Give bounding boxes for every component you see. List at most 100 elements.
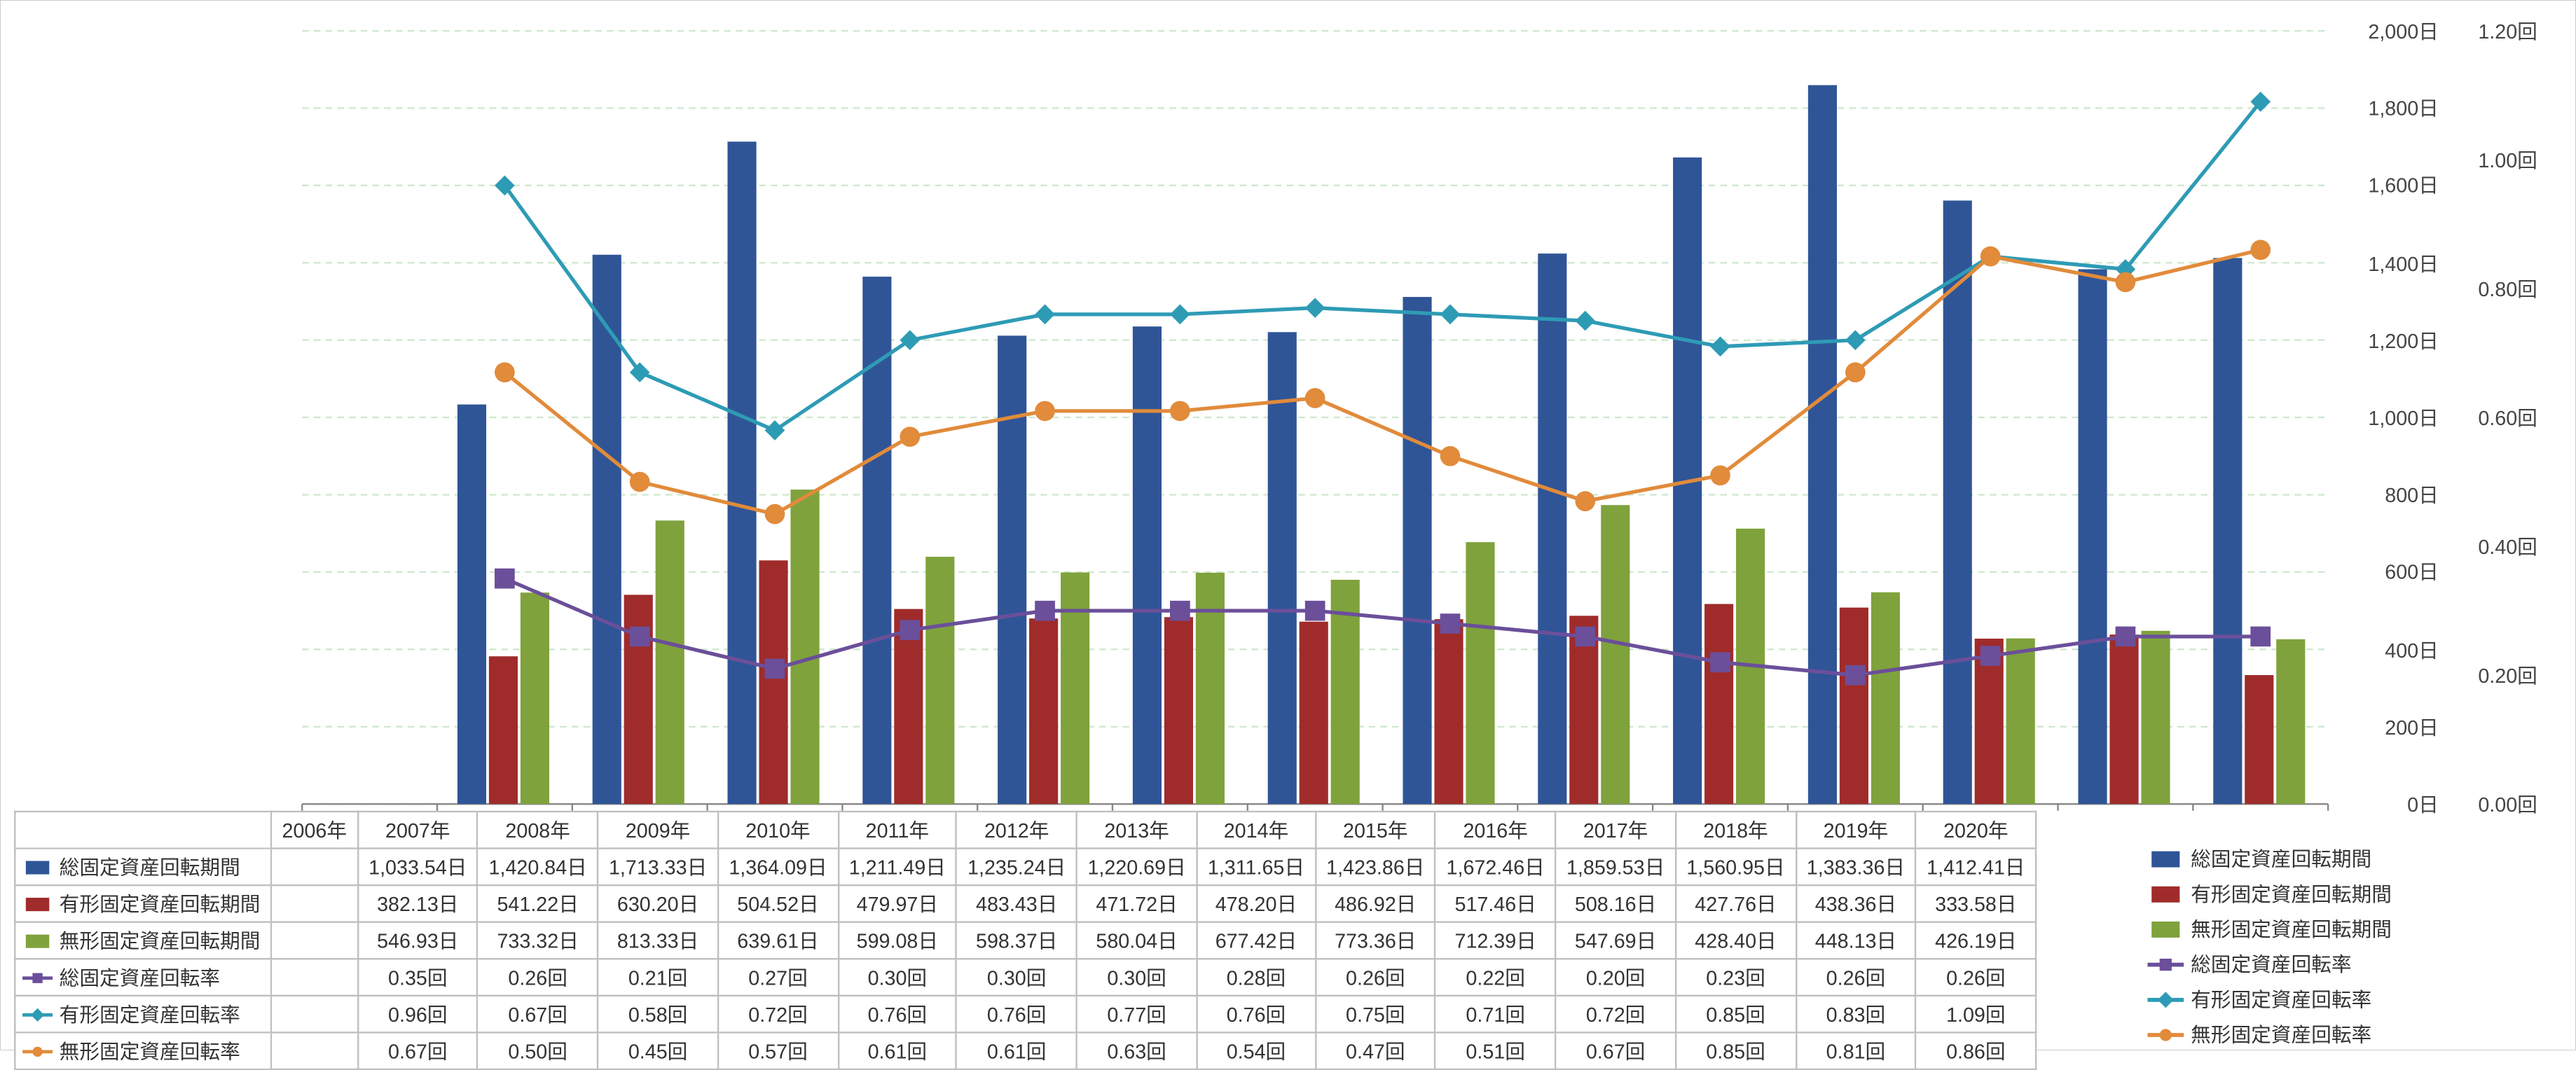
- data-cell: 1,383.36日: [1796, 849, 1915, 886]
- bar-b2: [1300, 622, 1328, 804]
- legend-label: 総固定資産回転期間: [2191, 845, 2371, 873]
- data-cell: 0.23回: [1676, 959, 1796, 996]
- data-cell: 0.26回: [1916, 959, 2036, 996]
- legend-item: 有形固定資産回転率: [2147, 985, 2392, 1013]
- data-cell: 0.26回: [1316, 959, 1435, 996]
- bar-b1: [727, 141, 756, 804]
- data-cell: [271, 922, 358, 959]
- data-cell: 0.72回: [718, 996, 838, 1033]
- data-cell: 0.83回: [1796, 996, 1915, 1033]
- year-header: 2011年: [838, 812, 956, 849]
- data-cell: 1,220.69日: [1077, 849, 1197, 886]
- data-cell: 382.13日: [358, 885, 478, 922]
- y-right-tick-label: 0.80回: [2478, 275, 2537, 303]
- bar-b2: [1704, 604, 1733, 805]
- data-cell: 0.58回: [598, 996, 717, 1033]
- data-cell: 1.09回: [1916, 996, 2036, 1033]
- bar-b3: [2006, 639, 2035, 805]
- data-cell: 0.51回: [1435, 1032, 1555, 1069]
- bar-b1: [1538, 253, 1566, 804]
- year-header: 2015年: [1316, 812, 1435, 849]
- series-row-header: 有形固定資産回転期間: [15, 885, 271, 922]
- data-cell: 0.72回: [1555, 996, 1675, 1033]
- bar-swatch-icon: [22, 859, 53, 875]
- line-marker-icon: [22, 969, 53, 986]
- table-corner: [15, 812, 271, 849]
- legend-item: 有形固定資産回転期間: [2147, 880, 2392, 908]
- y-axis-turns-labels: 0.00回0.20回0.40回0.60回0.80回1.00回1.20回: [2445, 1, 2537, 804]
- bar-b2: [1164, 617, 1193, 804]
- data-cell: 428.40日: [1676, 922, 1796, 959]
- data-cell: 0.47回: [1316, 1032, 1435, 1069]
- legend-item: 無形固定資産回転率: [2147, 1020, 2392, 1049]
- series-name-label: 有形固定資産回転率: [60, 1003, 240, 1027]
- data-cell: 0.26回: [1796, 959, 1915, 996]
- data-cell: 547.69日: [1555, 922, 1675, 959]
- data-cell: 1,423.86日: [1316, 849, 1435, 886]
- data-cell: 504.52日: [718, 885, 838, 922]
- bar-b2: [759, 560, 787, 804]
- bar-b3: [1061, 572, 1089, 804]
- data-cell: 0.77回: [1077, 996, 1197, 1033]
- bar-b1: [593, 255, 621, 804]
- bar-b2: [1434, 619, 1463, 804]
- data-cell: 448.13日: [1796, 922, 1915, 959]
- legend-label: 有形固定資産回転期間: [2191, 880, 2392, 908]
- series-row-header: 無形固定資産回転期間: [15, 922, 271, 959]
- data-cell: 1,560.95日: [1676, 849, 1796, 886]
- series-name-label: 無形固定資産回転期間: [60, 929, 261, 952]
- data-cell: 580.04日: [1077, 922, 1197, 959]
- bar-b1: [1403, 297, 1431, 804]
- data-cell: 0.96回: [358, 996, 478, 1033]
- data-cell: 0.30回: [1077, 959, 1197, 996]
- y-right-tick-label: 0.40回: [2478, 532, 2537, 561]
- y-right-tick-label: 1.00回: [2478, 146, 2537, 174]
- legend: 総固定資産回転期間有形固定資産回転期間無形固定資産回転期間総固定資産回転率有形固…: [2147, 838, 2392, 1055]
- data-cell: 427.76日: [1676, 885, 1796, 922]
- data-cell: 1,859.53日: [1555, 849, 1675, 886]
- year-header: 2010年: [718, 812, 838, 849]
- data-cell: 0.76回: [838, 996, 956, 1033]
- year-header: 2008年: [478, 812, 598, 849]
- data-cell: 426.19日: [1916, 922, 2036, 959]
- data-cell: 0.81回: [1796, 1032, 1915, 1069]
- bar-swatch-icon: [22, 895, 53, 912]
- bar-b2: [489, 656, 518, 804]
- chart-plot: [302, 31, 2328, 804]
- data-cell: 0.50回: [478, 1032, 598, 1069]
- data-cell: 478.20日: [1197, 885, 1315, 922]
- data-cell: 486.92日: [1316, 885, 1435, 922]
- y-right-tick-label: 1.20回: [2478, 17, 2537, 46]
- bar-b3: [790, 489, 819, 804]
- data-cell: 1,311.65日: [1197, 849, 1315, 886]
- line-l2: [504, 102, 2260, 430]
- year-header: 2017年: [1555, 812, 1675, 849]
- data-cell: [271, 959, 358, 996]
- bar-swatch-icon: [22, 932, 53, 949]
- data-cell: [271, 849, 358, 886]
- data-cell: 508.16日: [1555, 885, 1675, 922]
- y-left-tick-label: 0日: [2407, 790, 2439, 819]
- data-cell: 0.35回: [358, 959, 478, 996]
- bar-b2: [2109, 634, 2138, 804]
- y-left-tick-label: 1,800日: [2368, 94, 2438, 123]
- year-header: 2019年: [1796, 812, 1915, 849]
- y-left-tick-label: 1,600日: [2368, 172, 2438, 200]
- data-cell: 733.32日: [478, 922, 598, 959]
- data-cell: 813.33日: [598, 922, 717, 959]
- bar-b1: [2078, 269, 2107, 804]
- bar-b3: [1196, 573, 1225, 804]
- legend-label: 有形固定資産回転率: [2191, 985, 2371, 1013]
- year-header: 2007年: [358, 812, 478, 849]
- data-cell: 1,364.09日: [718, 849, 838, 886]
- data-cell: 1,033.54日: [358, 849, 478, 886]
- line-marker-icon: [22, 1043, 53, 1059]
- series-name-label: 無形固定資産回転率: [60, 1040, 240, 1063]
- legend-label: 無形固定資産回転率: [2191, 1020, 2371, 1049]
- data-cell: 0.26回: [478, 959, 598, 996]
- series-row-header: 総固定資産回転期間: [15, 849, 271, 886]
- data-cell: 517.46日: [1435, 885, 1555, 922]
- y-left-tick-label: 1,200日: [2368, 326, 2438, 354]
- y-right-tick-label: 0.00回: [2478, 790, 2537, 819]
- data-cell: 1,211.49日: [838, 849, 956, 886]
